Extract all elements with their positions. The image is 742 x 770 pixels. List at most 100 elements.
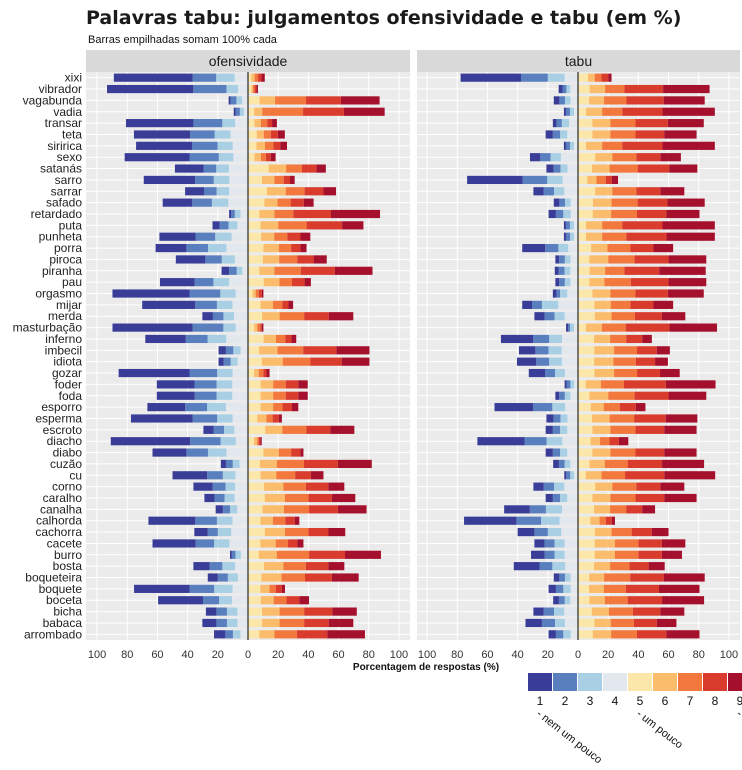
bar-segment [626, 505, 643, 514]
bar-segment [230, 96, 237, 105]
bar-segment [604, 573, 631, 582]
bar-segment [578, 266, 590, 275]
bar-segment [343, 107, 385, 116]
bar-segment [589, 391, 609, 400]
category-label: bicha [53, 605, 82, 619]
bar-segment [260, 596, 274, 605]
bar-segment [284, 493, 309, 503]
bar-segment [217, 141, 233, 150]
category-label: sexo [57, 150, 83, 164]
bar-segment [637, 198, 668, 207]
bar-segment [553, 459, 559, 469]
bar-segment [158, 596, 204, 605]
bar-segment [567, 130, 578, 139]
bar-segment [651, 527, 669, 537]
bar-segment [578, 300, 595, 309]
bar-segment [281, 584, 285, 593]
bar-segment [283, 175, 291, 185]
bar-segment [235, 550, 241, 559]
bar-segment [248, 403, 261, 412]
bar-segment [661, 539, 686, 548]
bar-segment [464, 516, 517, 525]
bar-segment [546, 414, 554, 423]
bar-segment [207, 403, 226, 412]
bar-segment [242, 266, 248, 275]
bar-segment [212, 482, 226, 491]
bar-segment [578, 403, 591, 412]
category-label: sarrar [51, 184, 82, 198]
bar-segment [285, 516, 295, 525]
x-tick-label: 0 [245, 649, 251, 661]
bar-segment [327, 630, 365, 639]
bar-segment [663, 573, 705, 582]
bar-segment [263, 368, 267, 378]
bar-segment [193, 84, 227, 94]
bar-segment [262, 618, 280, 628]
bar-segment [195, 300, 217, 309]
bar-segment [578, 527, 595, 537]
bar-segment [258, 73, 262, 82]
bar-segment [623, 380, 666, 389]
bar-segment [277, 198, 291, 207]
bar-segment [567, 289, 578, 298]
bar-segment [663, 84, 710, 94]
bar-segment [533, 187, 544, 196]
panel-ofensividade: ofensividade [86, 50, 410, 640]
bar-segment [263, 130, 271, 139]
bar-segment [263, 334, 277, 344]
bar-segment [228, 198, 248, 207]
bar-segment [609, 437, 619, 446]
bar-segment [232, 584, 248, 593]
panel-tabu: tabu [417, 50, 740, 640]
bar-segment [605, 516, 612, 525]
bar-segment [666, 232, 715, 241]
bar-segment [214, 539, 230, 548]
bar-segment [248, 312, 263, 321]
bar-segment [559, 96, 565, 105]
bar-segment [328, 618, 354, 628]
bar-segment [545, 493, 553, 503]
bar-segment [297, 539, 304, 548]
bar-segment [297, 255, 314, 264]
bar-segment [543, 482, 554, 491]
bar-segment [665, 380, 716, 389]
bar-segment [668, 255, 707, 264]
bar-segment [662, 221, 715, 230]
bar-segment [233, 312, 248, 321]
bar-segment [308, 527, 329, 537]
bar-segment [229, 187, 248, 196]
bar-segment [601, 73, 609, 82]
bar-segment [231, 550, 236, 559]
bar-segment [553, 198, 560, 207]
bar-segment [262, 175, 275, 185]
category-label: idiota [53, 355, 82, 369]
category-label: boceta [46, 593, 82, 607]
bar-segment [292, 403, 299, 412]
x-tick-label: 60 [151, 649, 163, 661]
bar-segment [280, 141, 288, 150]
bar-segment [555, 368, 565, 378]
bar-segment [564, 482, 578, 491]
x-tick-label: 60 [332, 649, 344, 661]
bar-segment [634, 414, 666, 423]
bar-segment [263, 448, 279, 457]
bar-segment [578, 209, 593, 219]
bar-segment [578, 232, 587, 241]
bar-segment [578, 380, 586, 389]
category-label: cachorra [35, 525, 82, 539]
bar-segment [665, 414, 698, 423]
legend: 1 2 3 4 5 6 7 8 9 - nem um pouco - um pouco - muití… [528, 673, 742, 766]
bar-segment [264, 482, 284, 491]
bar-segment [533, 482, 544, 491]
category-label: escroto [43, 423, 83, 437]
bar-segment [614, 539, 639, 548]
bar-segment [309, 505, 338, 514]
bar-segment [578, 630, 593, 639]
x-axis-title: Porcentagem de respostas (%) [353, 662, 499, 673]
x-tick-label: 100 [418, 649, 436, 661]
bar-segment [259, 346, 278, 355]
bar-segment [660, 153, 681, 162]
bar-segment [564, 391, 571, 400]
bar-segment [664, 493, 697, 503]
bar-segment [221, 255, 235, 264]
